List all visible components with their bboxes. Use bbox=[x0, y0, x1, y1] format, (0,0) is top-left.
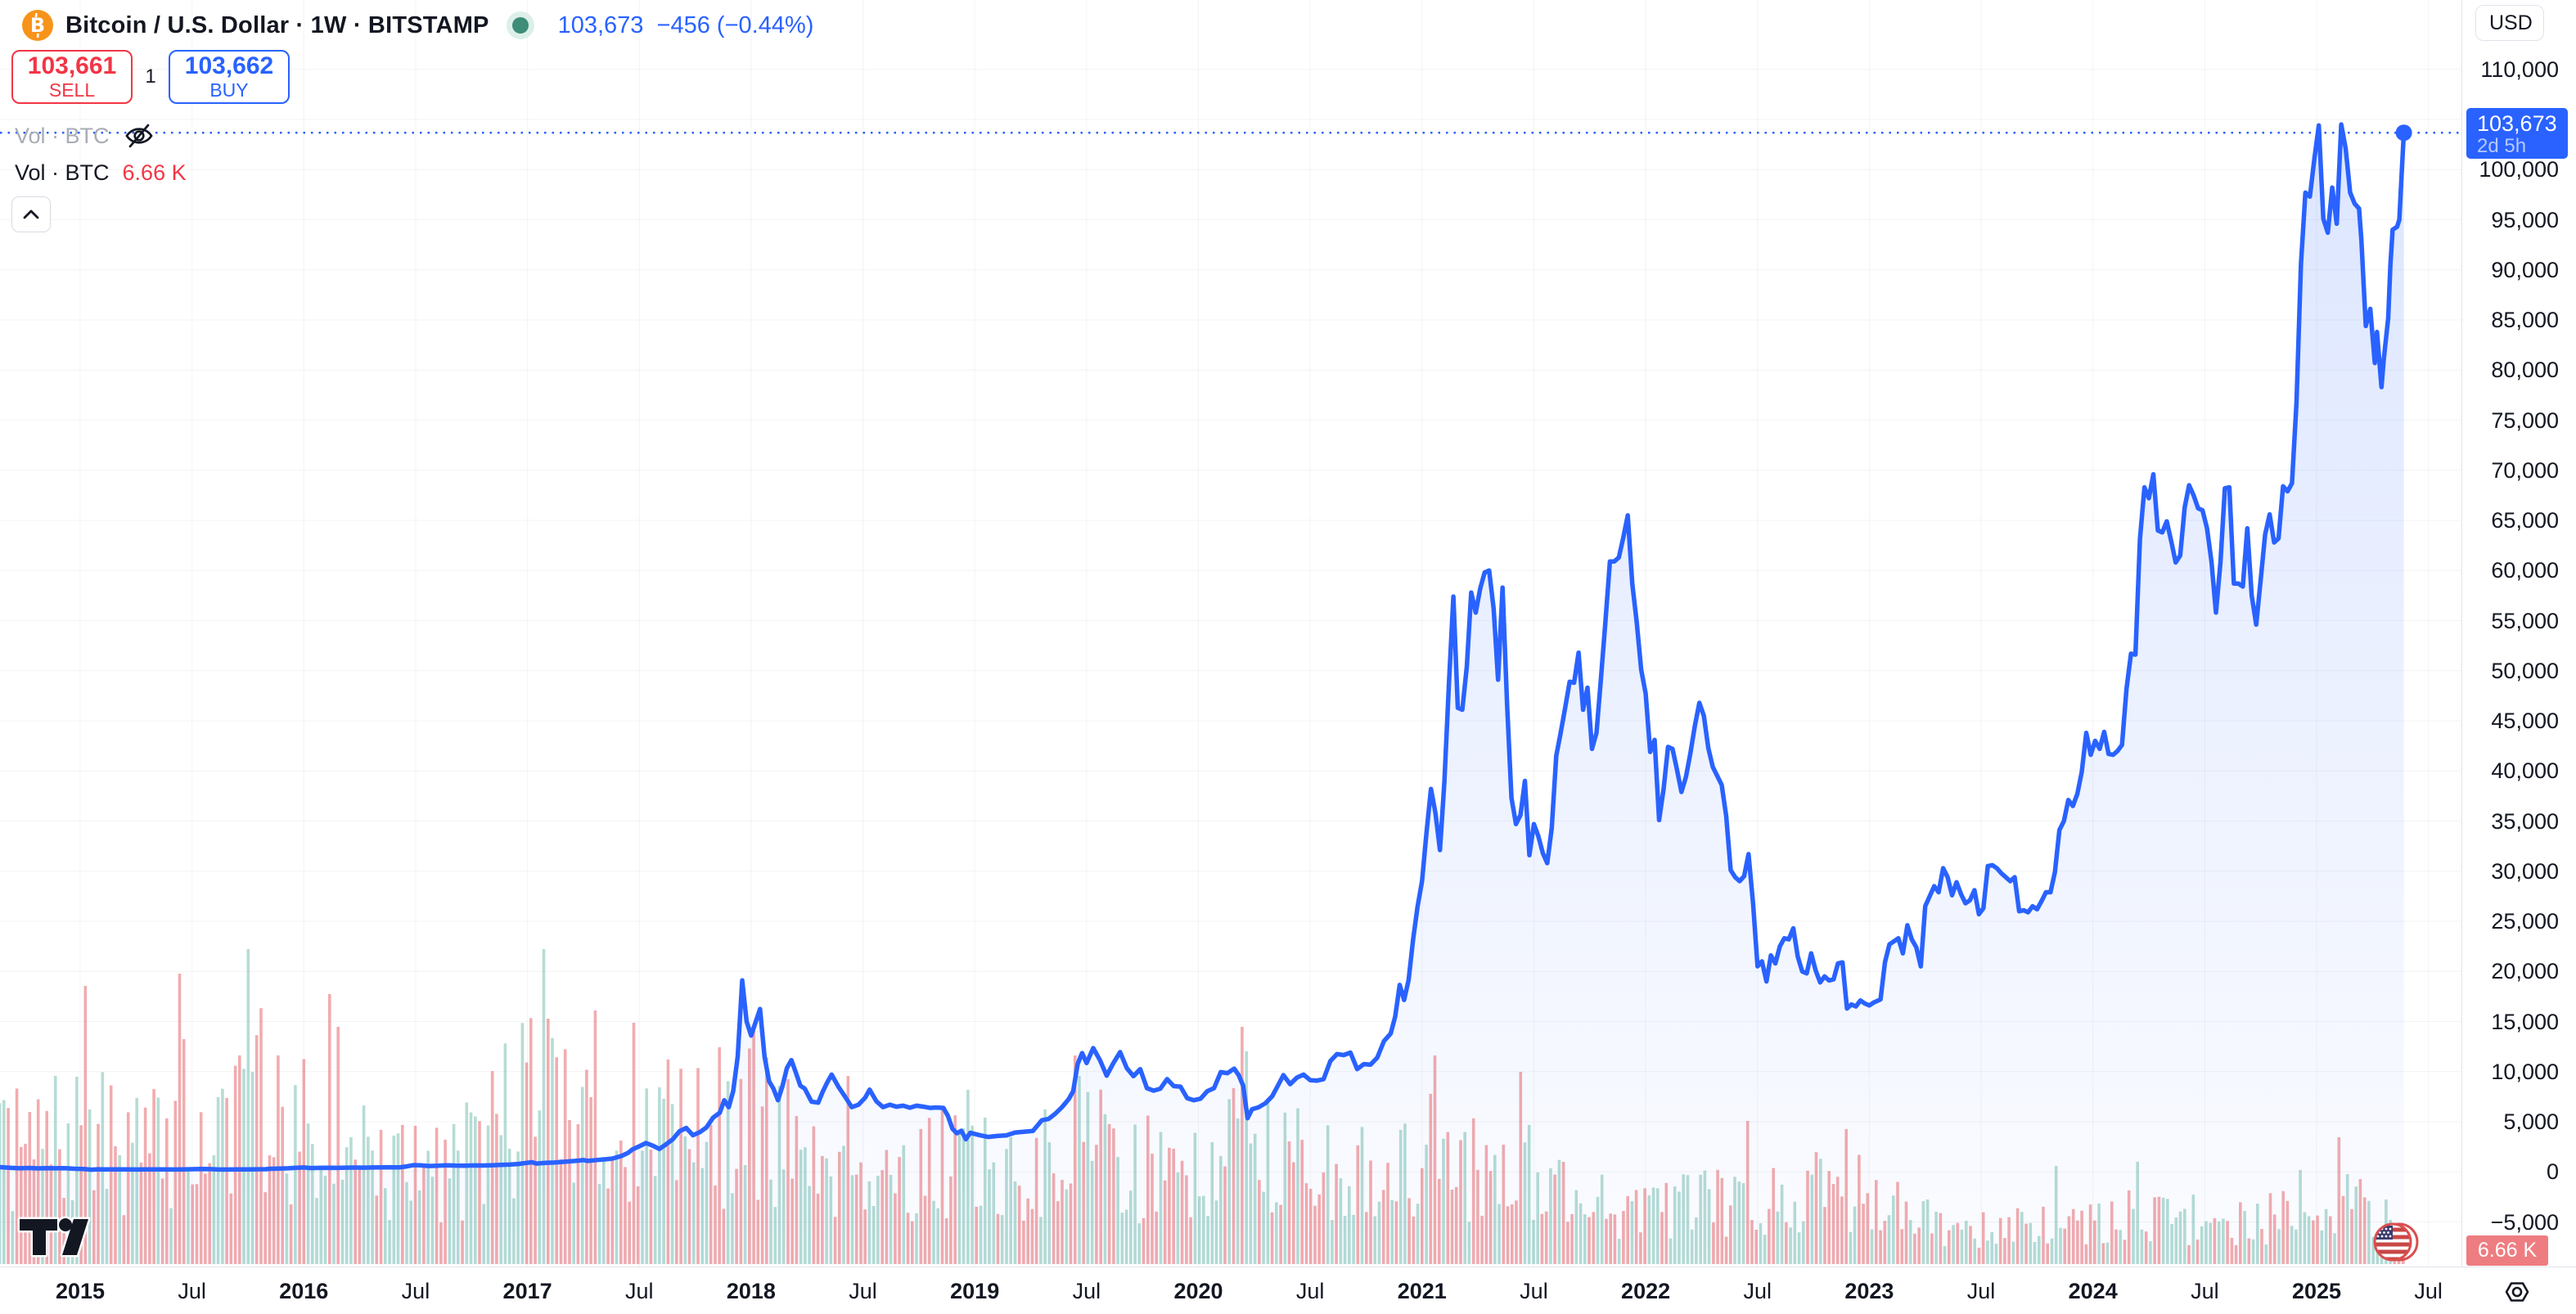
price-axis-label: 5,000 bbox=[2503, 1109, 2559, 1134]
chevron-up-icon bbox=[23, 209, 39, 219]
last-price: 103,673 bbox=[557, 11, 644, 38]
symbol-title[interactable]: Bitcoin / U.S. Dollar · 1W · BITSTAMP bbox=[65, 11, 489, 38]
price-axis-label: 60,000 bbox=[2491, 558, 2559, 583]
time-axis-label: Jul bbox=[1743, 1279, 1772, 1303]
time-axis-label: 2017 bbox=[502, 1279, 552, 1303]
time-axis-label: Jul bbox=[849, 1279, 877, 1303]
time-axis-label: 2022 bbox=[1621, 1279, 1671, 1303]
time-axis-label: 2019 bbox=[950, 1279, 1000, 1303]
time-axis-label: 2024 bbox=[2068, 1279, 2118, 1303]
legend-item-volume[interactable]: Vol · BTC 6.66 K bbox=[15, 160, 187, 186]
price-axis-label: 0 bbox=[2546, 1159, 2559, 1185]
time-axis-label: Jul bbox=[178, 1279, 206, 1303]
buy-label: BUY bbox=[209, 79, 249, 101]
time-axis-label: Jul bbox=[401, 1279, 430, 1303]
us-flag-icon[interactable] bbox=[2370, 1221, 2421, 1263]
time-axis-label: 2025 bbox=[2291, 1279, 2342, 1303]
time-axis-label: 2023 bbox=[1844, 1279, 1894, 1303]
price-axis-label: 35,000 bbox=[2491, 808, 2559, 834]
symbol-header[interactable]: B Bitcoin / U.S. Dollar · 1W · BITSTAMP … bbox=[21, 8, 813, 43]
price-axis-label: 55,000 bbox=[2491, 608, 2559, 633]
time-axis-label: Jul bbox=[1072, 1279, 1101, 1303]
sell-price: 103,661 bbox=[27, 52, 117, 79]
bar-close-countdown: 2d 5h bbox=[2477, 134, 2527, 157]
hidden-indicator-label: Vol · BTC bbox=[15, 123, 110, 148]
gear-icon[interactable] bbox=[2501, 1276, 2533, 1308]
sell-label: SELL bbox=[48, 79, 96, 101]
sell-button[interactable]: 103,661 SELL bbox=[11, 50, 133, 104]
svg-text:B: B bbox=[30, 14, 45, 37]
price-axis-label: 85,000 bbox=[2491, 308, 2559, 332]
time-axis-label: 2020 bbox=[1173, 1279, 1223, 1303]
time-axis[interactable]: 2015 Jul 2016 Jul 2017 Jul 2018 Jul 2019 Jul 2020 J… bbox=[0, 1267, 2576, 1314]
last-price-and-change: 103,673 −456 (−0.44%) bbox=[558, 12, 814, 39]
price-axis-label: 110,000 bbox=[2480, 56, 2559, 82]
price-axis-label: 75,000 bbox=[2491, 407, 2559, 433]
price-axis-label: 90,000 bbox=[2491, 257, 2559, 282]
time-axis-label: Jul bbox=[2414, 1279, 2443, 1303]
tradingview-logo[interactable] bbox=[16, 1214, 98, 1260]
price-axis-label: 25,000 bbox=[2491, 909, 2559, 934]
volume-histogram bbox=[0, 949, 2405, 1264]
price-axis-label: 70,000 bbox=[2491, 457, 2559, 483]
price-axis[interactable]: USD 110,000105,000100,00095,00090,00085,… bbox=[2461, 0, 2576, 1267]
eye-slash-icon[interactable] bbox=[123, 121, 155, 151]
price-axis-label: 95,000 bbox=[2491, 207, 2559, 232]
currency-selector-button[interactable]: USD bbox=[2475, 5, 2544, 41]
price-chart-canvas[interactable] bbox=[0, 0, 2461, 1267]
last-price-badge: 103,673 2d 5h bbox=[2466, 108, 2568, 159]
time-axis-label: Jul bbox=[624, 1279, 654, 1303]
time-axis-label: Jul bbox=[2191, 1279, 2219, 1303]
time-axis-label: 2015 bbox=[55, 1279, 106, 1303]
price-axis-label: 50,000 bbox=[2491, 658, 2559, 683]
spread-value: 1 bbox=[145, 65, 156, 88]
price-area-fill bbox=[0, 124, 2404, 1264]
price-axis-label: 100,000 bbox=[2479, 157, 2559, 182]
buy-price: 103,662 bbox=[184, 52, 274, 79]
time-axis-label: 2021 bbox=[1397, 1279, 1447, 1303]
currency-label: USD bbox=[2489, 11, 2533, 34]
legend-item-volume-hidden[interactable]: Vol · BTC bbox=[15, 121, 155, 151]
trade-buttons: 103,661 SELL 1 103,662 BUY bbox=[11, 50, 290, 104]
price-change: −456 (−0.44%) bbox=[656, 11, 814, 38]
time-axis-label: Jul bbox=[1520, 1279, 1548, 1303]
volume-badge: 6.66 K bbox=[2466, 1235, 2548, 1266]
price-axis-label: 15,000 bbox=[2491, 1009, 2559, 1034]
volume-indicator-value: 6.66 K bbox=[122, 160, 187, 185]
collapse-legend-button[interactable] bbox=[11, 196, 51, 232]
time-axis-label: Jul bbox=[1966, 1279, 1996, 1303]
buy-button[interactable]: 103,662 BUY bbox=[169, 50, 290, 104]
price-axis-label: 40,000 bbox=[2491, 758, 2559, 784]
last-price-badge-value: 103,673 bbox=[2477, 111, 2557, 136]
time-axis-label: 2016 bbox=[279, 1279, 329, 1303]
price-axis-label: 10,000 bbox=[2491, 1059, 2559, 1084]
last-price-marker bbox=[2395, 124, 2412, 142]
price-line bbox=[0, 122, 2407, 1172]
price-axis-label: 45,000 bbox=[2491, 709, 2559, 733]
time-axis-label: 2018 bbox=[726, 1279, 776, 1303]
bitcoin-icon: B bbox=[22, 10, 53, 41]
market-open-dot-icon bbox=[506, 11, 534, 39]
time-axis-label: Jul bbox=[1295, 1279, 1325, 1303]
volume-indicator-label: Vol · BTC bbox=[15, 160, 110, 185]
price-axis-label: 80,000 bbox=[2491, 358, 2559, 383]
price-axis-label: 30,000 bbox=[2491, 858, 2559, 884]
price-axis-label: 65,000 bbox=[2491, 508, 2559, 533]
price-axis-label: 20,000 bbox=[2491, 959, 2559, 984]
price-axis-label: −5,000 bbox=[2490, 1209, 2559, 1235]
